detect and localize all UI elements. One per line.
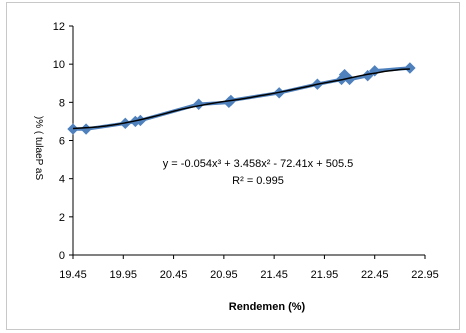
tick-labels: 0 2 4 6 8 10 12 19.45 19.95 20.45 20.95 21.45 21.95 2…	[53, 21, 439, 281]
x-tick-label: 20.45	[160, 269, 188, 281]
y-tick-label: 12	[53, 21, 65, 33]
x-tick-label: 21.95	[311, 269, 339, 281]
y-tick-label: 0	[59, 250, 65, 262]
y-tick-label: 8	[59, 97, 65, 109]
x-tick-label: 19.45	[59, 269, 87, 281]
trendline	[72, 68, 410, 130]
y-tick-label: 4	[59, 174, 65, 186]
y-tick-label: 6	[59, 136, 65, 148]
x-tick-label: 20.95	[210, 269, 238, 281]
y-axis-label: )% ( tulaeP aS	[33, 116, 44, 181]
x-tick-label: 21.45	[260, 269, 288, 281]
data-point	[193, 98, 205, 110]
data-point	[404, 62, 416, 74]
trendline-group	[72, 68, 410, 130]
r-squared-label: R² = 0.995	[232, 175, 284, 187]
chart-frame	[6, 2, 460, 330]
x-tick-label: 22.95	[411, 269, 439, 281]
data-point	[80, 123, 92, 135]
y-tick-label: 2	[59, 212, 65, 224]
data-point	[67, 123, 79, 135]
x-axis-label: Rendemen (%)	[229, 301, 306, 313]
x-tick-label: 22.45	[361, 269, 389, 281]
axes	[69, 25, 426, 259]
trendline-equation: y = -0.054x³ + 3.458x² - 72.41x + 505.5	[163, 158, 353, 170]
x-tick-label: 19.95	[110, 269, 138, 281]
y-tick-label: 10	[53, 59, 65, 71]
